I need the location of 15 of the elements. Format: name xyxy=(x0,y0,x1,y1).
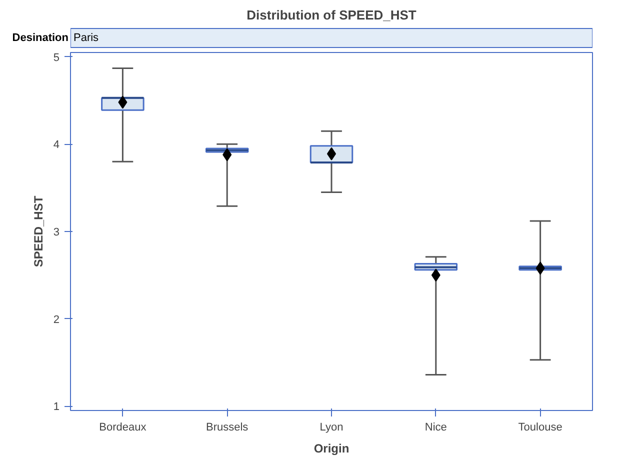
y-tick-label: 1 xyxy=(53,401,60,414)
x-axis-title: Origin xyxy=(314,442,350,456)
y-tick-label: 5 xyxy=(53,52,60,64)
x-tick-label: Bordeaux xyxy=(99,422,147,434)
y-axis-title: SPEED_HST xyxy=(31,195,46,268)
chart-title: Distribution of SPEED_HST xyxy=(246,8,416,22)
y-tick-label: 2 xyxy=(53,314,60,326)
y-tick-label: 3 xyxy=(53,226,60,238)
text: Paris xyxy=(74,32,100,44)
x-tick-label: Nice xyxy=(424,422,447,434)
text: Desination xyxy=(12,32,69,44)
x-tick-label: Lyon xyxy=(320,422,344,434)
y-tick-label: 4 xyxy=(53,139,60,152)
x-tick-label: Brussels xyxy=(206,422,249,434)
x-tick-label: Toulouse xyxy=(518,422,562,434)
